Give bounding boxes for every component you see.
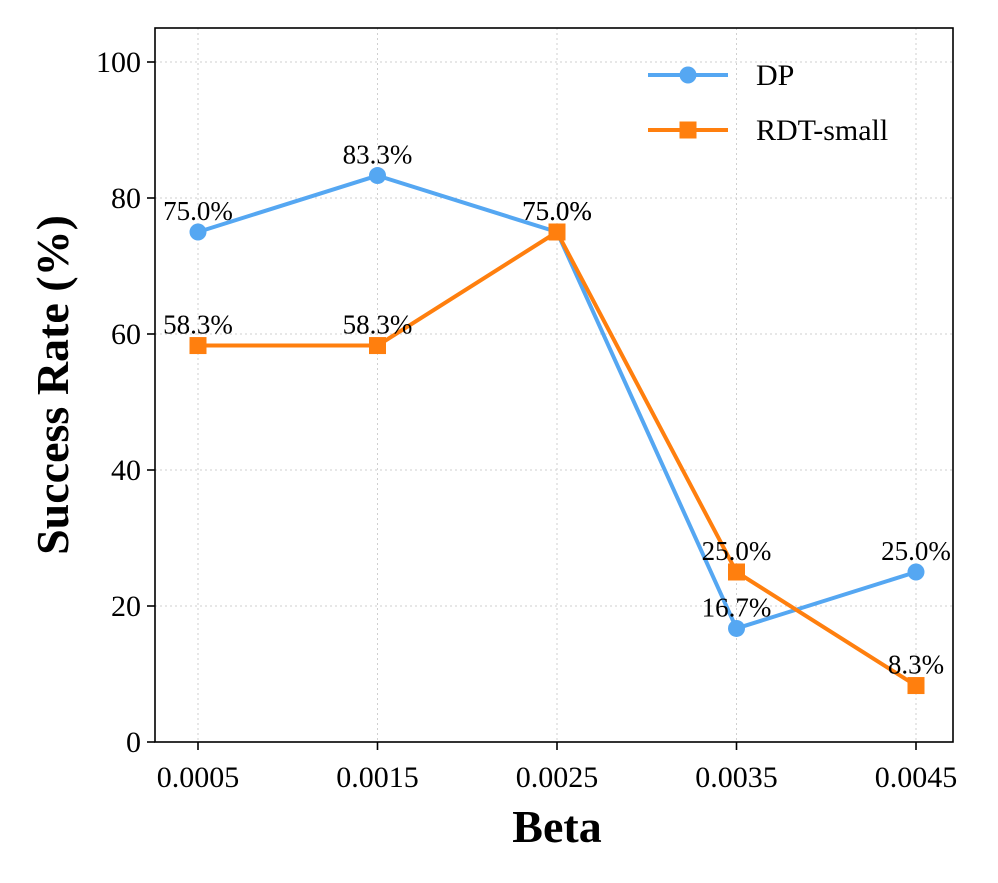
y-tick-label: 40: [111, 454, 141, 487]
data-point-dp: [189, 223, 207, 241]
data-label-rdt-small: 8.3%: [888, 650, 944, 680]
data-point-rdt-small: [369, 337, 386, 355]
legend-label-dp: DP: [756, 59, 794, 92]
y-tick-label: 60: [111, 318, 141, 351]
legend-marker-dp: [679, 66, 697, 84]
data-label-dp: 75.0%: [163, 196, 233, 226]
data-point-rdt-small: [548, 223, 566, 241]
data-label-dp: 83.3%: [343, 140, 413, 170]
data-label-dp: 25.0%: [881, 536, 951, 566]
x-tick-label: 0.0045: [875, 761, 958, 794]
data-label-dp: 75.0%: [522, 196, 592, 226]
data-label-dp: 16.7%: [702, 592, 772, 622]
legend-marker-rdt-small: [679, 121, 697, 139]
data-point-dp: [907, 563, 925, 581]
data-point-rdt-small: [907, 677, 925, 695]
data-point-dp: [728, 619, 745, 637]
data-point-dp: [369, 167, 386, 185]
y-axis-title: Success Rate (%): [27, 215, 78, 555]
x-axis-title: Beta: [512, 801, 601, 852]
data-label-rdt-small: 25.0%: [702, 536, 772, 566]
x-tick-label: 0.0015: [336, 761, 419, 794]
y-tick-label: 80: [111, 182, 141, 215]
data-label-layer: 75.0%83.3%75.0%16.7%25.0%58.3% 58.3%75.0%…: [163, 140, 951, 680]
x-tick-label: 0.0025: [516, 761, 599, 794]
data-label-rdt-small: 58.3%: [163, 310, 233, 340]
y-tick-label: 20: [111, 590, 141, 623]
plot-frame: [154, 27, 954, 743]
axis-layer: 0 20 40 60 80 100 0.0005 0.0015 0.0025 0.0035 0.00…: [96, 46, 957, 794]
legend: DP RDT-small: [648, 59, 888, 147]
data-label-rdt-small: 58.3%: [343, 310, 413, 340]
series-layer: [189, 167, 925, 695]
data-point-rdt-small: [728, 563, 745, 581]
x-tick-label: 0.0005: [157, 761, 240, 794]
y-tick-label: 100: [96, 46, 141, 79]
data-label-rdt-small: 75.0%: [522, 196, 592, 226]
legend-label-rdt-small: RDT-small: [756, 114, 888, 147]
data-point-rdt-small: [189, 337, 207, 355]
x-tick-label: 0.0035: [695, 761, 778, 794]
y-tick-label: 0: [126, 726, 141, 759]
